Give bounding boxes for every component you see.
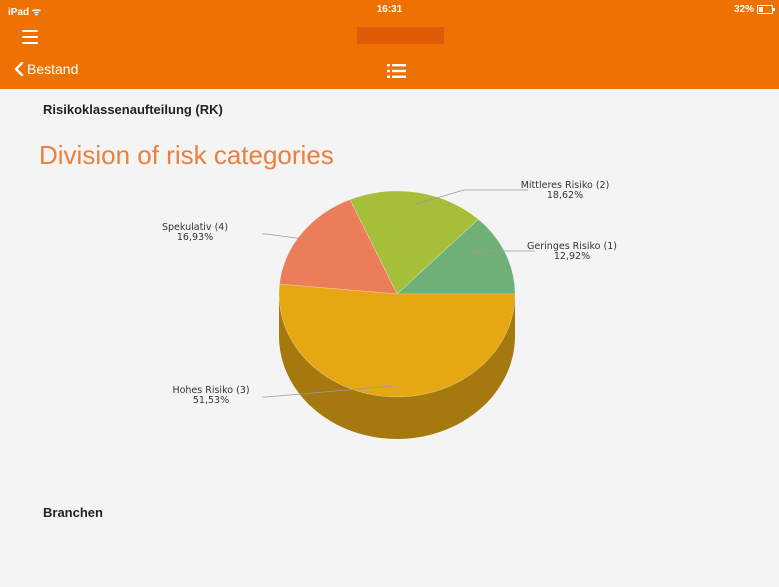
pie-slice-percent: 18,62% [547, 190, 583, 201]
chevron-left-icon [14, 62, 24, 76]
chart-title: Division of risk categories [39, 140, 334, 170]
pie-leader-line [262, 385, 394, 398]
pie-slice[interactable] [279, 199, 398, 295]
pie-slice[interactable] [349, 190, 479, 295]
wifi-icon: ᯤ [31, 7, 42, 18]
battery-icon [757, 5, 775, 14]
pie-leader-line [415, 189, 528, 205]
pie-slice-label: Hohes Risiko (3) [172, 385, 249, 396]
pie-slice-side [279, 294, 515, 439]
back-button[interactable]: Bestand [14, 61, 78, 77]
pie-slice[interactable] [396, 218, 516, 295]
header-title-placeholder [357, 27, 444, 44]
battery-status: 32% [733, 4, 775, 15]
pie-slice[interactable] [278, 283, 516, 398]
industries-section-heading: Branchen [43, 505, 103, 520]
app-header: iPad ᯤ 16:31 32% Bestand [0, 0, 779, 89]
pie-slice-label: Mittleres Risiko (2) [521, 180, 610, 191]
pie-slice-percent: 16,93% [177, 232, 213, 243]
list-view-icon[interactable] [387, 63, 407, 79]
hamburger-menu-icon[interactable] [22, 30, 38, 44]
status-time: 16:31 [376, 4, 403, 15]
pie-slice-label: Spekulativ (4) [162, 222, 228, 233]
device-label: iPad ᯤ [8, 7, 42, 18]
risk-pie-chart: Geringes Risiko (1)12,92% Mittleres Risik… [162, 180, 617, 439]
pie-slice-percent: 12,92% [554, 251, 590, 262]
back-label: Bestand [27, 61, 79, 77]
battery-percent: 32% [733, 4, 754, 15]
pie-leader-line [470, 250, 535, 258]
pie-slice-percent: 51,53% [193, 395, 229, 406]
pie-leader-line [262, 233, 313, 241]
status-bar: iPad ᯤ 16:31 32% [0, 0, 779, 18]
risk-section-heading: Risikoklassenaufteilung (RK) [43, 102, 223, 117]
pie-slice-label: Geringes Risiko (1) [527, 241, 617, 252]
